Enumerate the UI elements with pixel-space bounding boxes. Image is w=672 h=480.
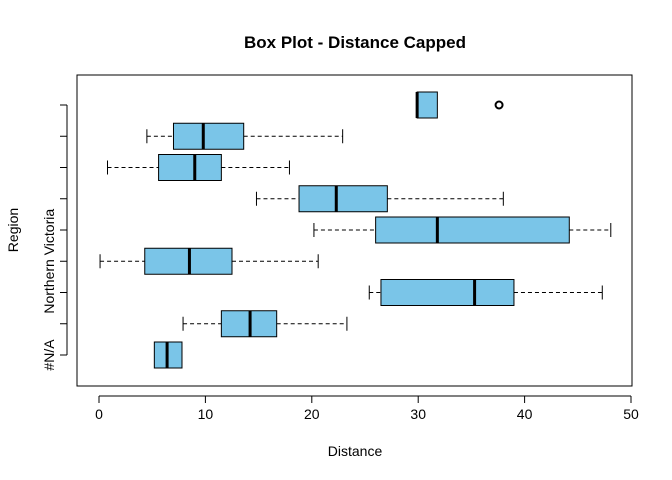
box-8	[146, 122, 344, 150]
box-6	[255, 185, 504, 213]
y-axis: #N/A Northern Victoria	[41, 104, 68, 371]
x-tick-label: 30	[410, 406, 426, 422]
y-tick-label: #N/A	[41, 339, 57, 371]
y-tick-label: Northern Victoria	[41, 209, 57, 314]
box-iqr	[158, 154, 222, 181]
box-9	[415, 91, 504, 119]
box-4	[99, 247, 319, 275]
x-tick-label: 10	[198, 406, 214, 422]
y-axis-label: Region	[5, 208, 21, 252]
outlier-point	[494, 100, 504, 110]
box-iqr	[416, 91, 438, 119]
box-2	[182, 310, 348, 338]
box-iqr	[298, 185, 388, 213]
box-7	[107, 154, 290, 181]
x-tick-label: 20	[304, 406, 320, 422]
box-iqr	[375, 216, 570, 244]
box-3	[368, 279, 603, 306]
box-5	[313, 216, 612, 244]
box-iqr	[380, 279, 515, 306]
box-iqr	[172, 122, 245, 150]
chart-title: Box Plot - Distance Capped	[244, 33, 466, 52]
x-tick-label: 0	[95, 406, 103, 422]
x-tick-label: 40	[517, 406, 533, 422]
plot-area	[76, 74, 633, 387]
plot-layer	[99, 91, 612, 369]
x-tick-label: 50	[623, 406, 639, 422]
x-axis: 0 10 20 30 40 50	[95, 395, 639, 422]
box-1	[153, 341, 183, 369]
x-axis-label: Distance	[328, 443, 383, 459]
